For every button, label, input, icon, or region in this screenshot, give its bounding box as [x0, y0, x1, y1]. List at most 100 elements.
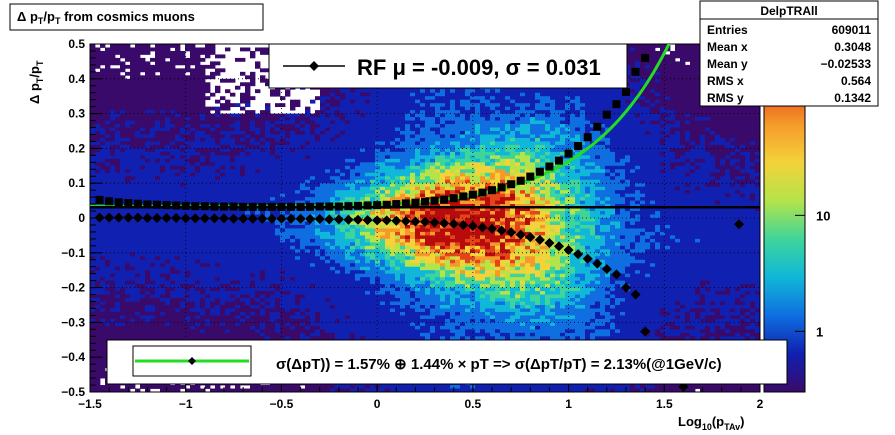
heatmap-cell: [90, 211, 96, 215]
heatmap-cell: [150, 190, 156, 195]
heatmap-cell: [120, 211, 126, 215]
heatmap-cell: [350, 211, 356, 215]
heatmap-cell: [280, 318, 286, 323]
heatmap-cell: [155, 54, 161, 59]
heatmap-cell: [265, 176, 271, 181]
heatmap-cell: [205, 144, 211, 149]
heatmap-cell: [140, 256, 146, 261]
heatmap-cell: [215, 305, 221, 309]
heatmap-cell: [115, 75, 121, 80]
heatmap-cell: [210, 193, 216, 198]
heatmap-cell: [265, 231, 271, 236]
heatmap-cell: [315, 131, 321, 135]
heatmap-cell: [270, 141, 276, 146]
heatmap-cell: [160, 54, 166, 59]
heatmap-cell: [265, 332, 271, 337]
heatmap-cell: [325, 197, 331, 201]
heatmap-cell: [110, 124, 116, 128]
heatmap-cell: [290, 322, 296, 327]
heatmap-cell: [160, 301, 166, 306]
heatmap-cell: [265, 287, 271, 292]
heatmap-cell: [255, 207, 261, 212]
heatmap-cell: [100, 162, 106, 167]
heatmap-cell: [325, 110, 331, 114]
heatmap-cell: [210, 273, 216, 278]
heatmap-cell: [295, 127, 301, 132]
heatmap-cell: [180, 197, 186, 201]
heatmap-cell: [100, 106, 106, 111]
heatmap-cell: [260, 221, 266, 226]
heatmap-cell: [230, 270, 236, 275]
heatmap-cell: [105, 322, 111, 327]
heatmap-cell: [320, 332, 326, 337]
heatmap-cell: [270, 238, 276, 243]
heatmap-cell: [190, 103, 196, 108]
heatmap-cell: [160, 124, 166, 128]
heatmap-cell: [260, 298, 266, 302]
heatmap-cell: [280, 329, 286, 334]
heatmap-cell: [130, 291, 136, 295]
heatmap-cell: [160, 169, 166, 174]
heatmap-cell: [150, 287, 156, 292]
heatmap-cell: [180, 336, 186, 341]
heatmap-cell: [320, 134, 326, 139]
heatmap-cell: [155, 92, 161, 97]
heatmap-cell: [270, 89, 276, 94]
heatmap-cell: [245, 252, 251, 257]
heatmap-cell: [335, 238, 341, 243]
heatmap-cell: [160, 158, 166, 163]
heatmap-cell: [325, 131, 331, 135]
heatmap-cell: [235, 259, 241, 264]
heatmap-cell: [125, 190, 131, 195]
heatmap-cell: [325, 266, 331, 271]
heatmap-cell: [185, 148, 191, 153]
heatmap-cell: [160, 221, 166, 226]
heatmap-cell: [285, 298, 291, 302]
heatmap-cell: [125, 44, 131, 48]
heatmap-cell: [275, 249, 281, 254]
heatmap-cell: [280, 120, 286, 125]
heatmap-cell: [260, 287, 266, 292]
heatmap-cell: [135, 277, 141, 282]
heatmap-cell: [210, 308, 216, 313]
heatmap-cell: [285, 266, 291, 271]
heatmap-cell: [130, 103, 136, 108]
heatmap-cell: [310, 117, 316, 121]
heatmap-cell: [145, 238, 151, 243]
heatmap-cell: [90, 235, 96, 240]
heatmap-cell: [185, 96, 191, 101]
heatmap-cell: [185, 172, 191, 177]
heatmap-cell: [210, 50, 216, 55]
heatmap-cell: [205, 186, 211, 191]
heatmap-cell: [245, 218, 251, 222]
heatmap-cell: [95, 186, 101, 191]
heatmap-cell: [145, 151, 151, 156]
heatmap-cell: [95, 54, 101, 59]
heatmap-cell: [180, 71, 186, 76]
heatmap-cell: [100, 301, 106, 306]
heatmap-cell: [280, 266, 286, 271]
heatmap-cell: [125, 158, 131, 163]
heatmap-cell: [295, 141, 301, 146]
heatmap-cell: [245, 238, 251, 243]
heatmap-cell: [335, 169, 341, 174]
heatmap-cell: [135, 162, 141, 167]
heatmap-cell: [90, 374, 96, 379]
heatmap-cell: [195, 162, 201, 167]
heatmap-cell: [340, 162, 346, 167]
heatmap-cell: [115, 266, 121, 271]
heatmap-cell: [90, 224, 96, 229]
heatmap-cell: [150, 165, 156, 170]
heatmap-cell: [205, 64, 211, 69]
heatmap-cell: [140, 68, 146, 73]
heatmap-cell: [150, 200, 156, 205]
heatmap-cell: [210, 270, 216, 275]
heatmap-cell: [245, 186, 251, 191]
heatmap-cell: [90, 346, 96, 351]
heatmap-cell: [220, 117, 226, 121]
heatmap-cell: [350, 301, 356, 306]
heatmap-cell: [205, 165, 211, 170]
heatmap-cell: [275, 329, 281, 334]
heatmap-cell: [270, 228, 276, 233]
heatmap-cell: [225, 291, 231, 295]
